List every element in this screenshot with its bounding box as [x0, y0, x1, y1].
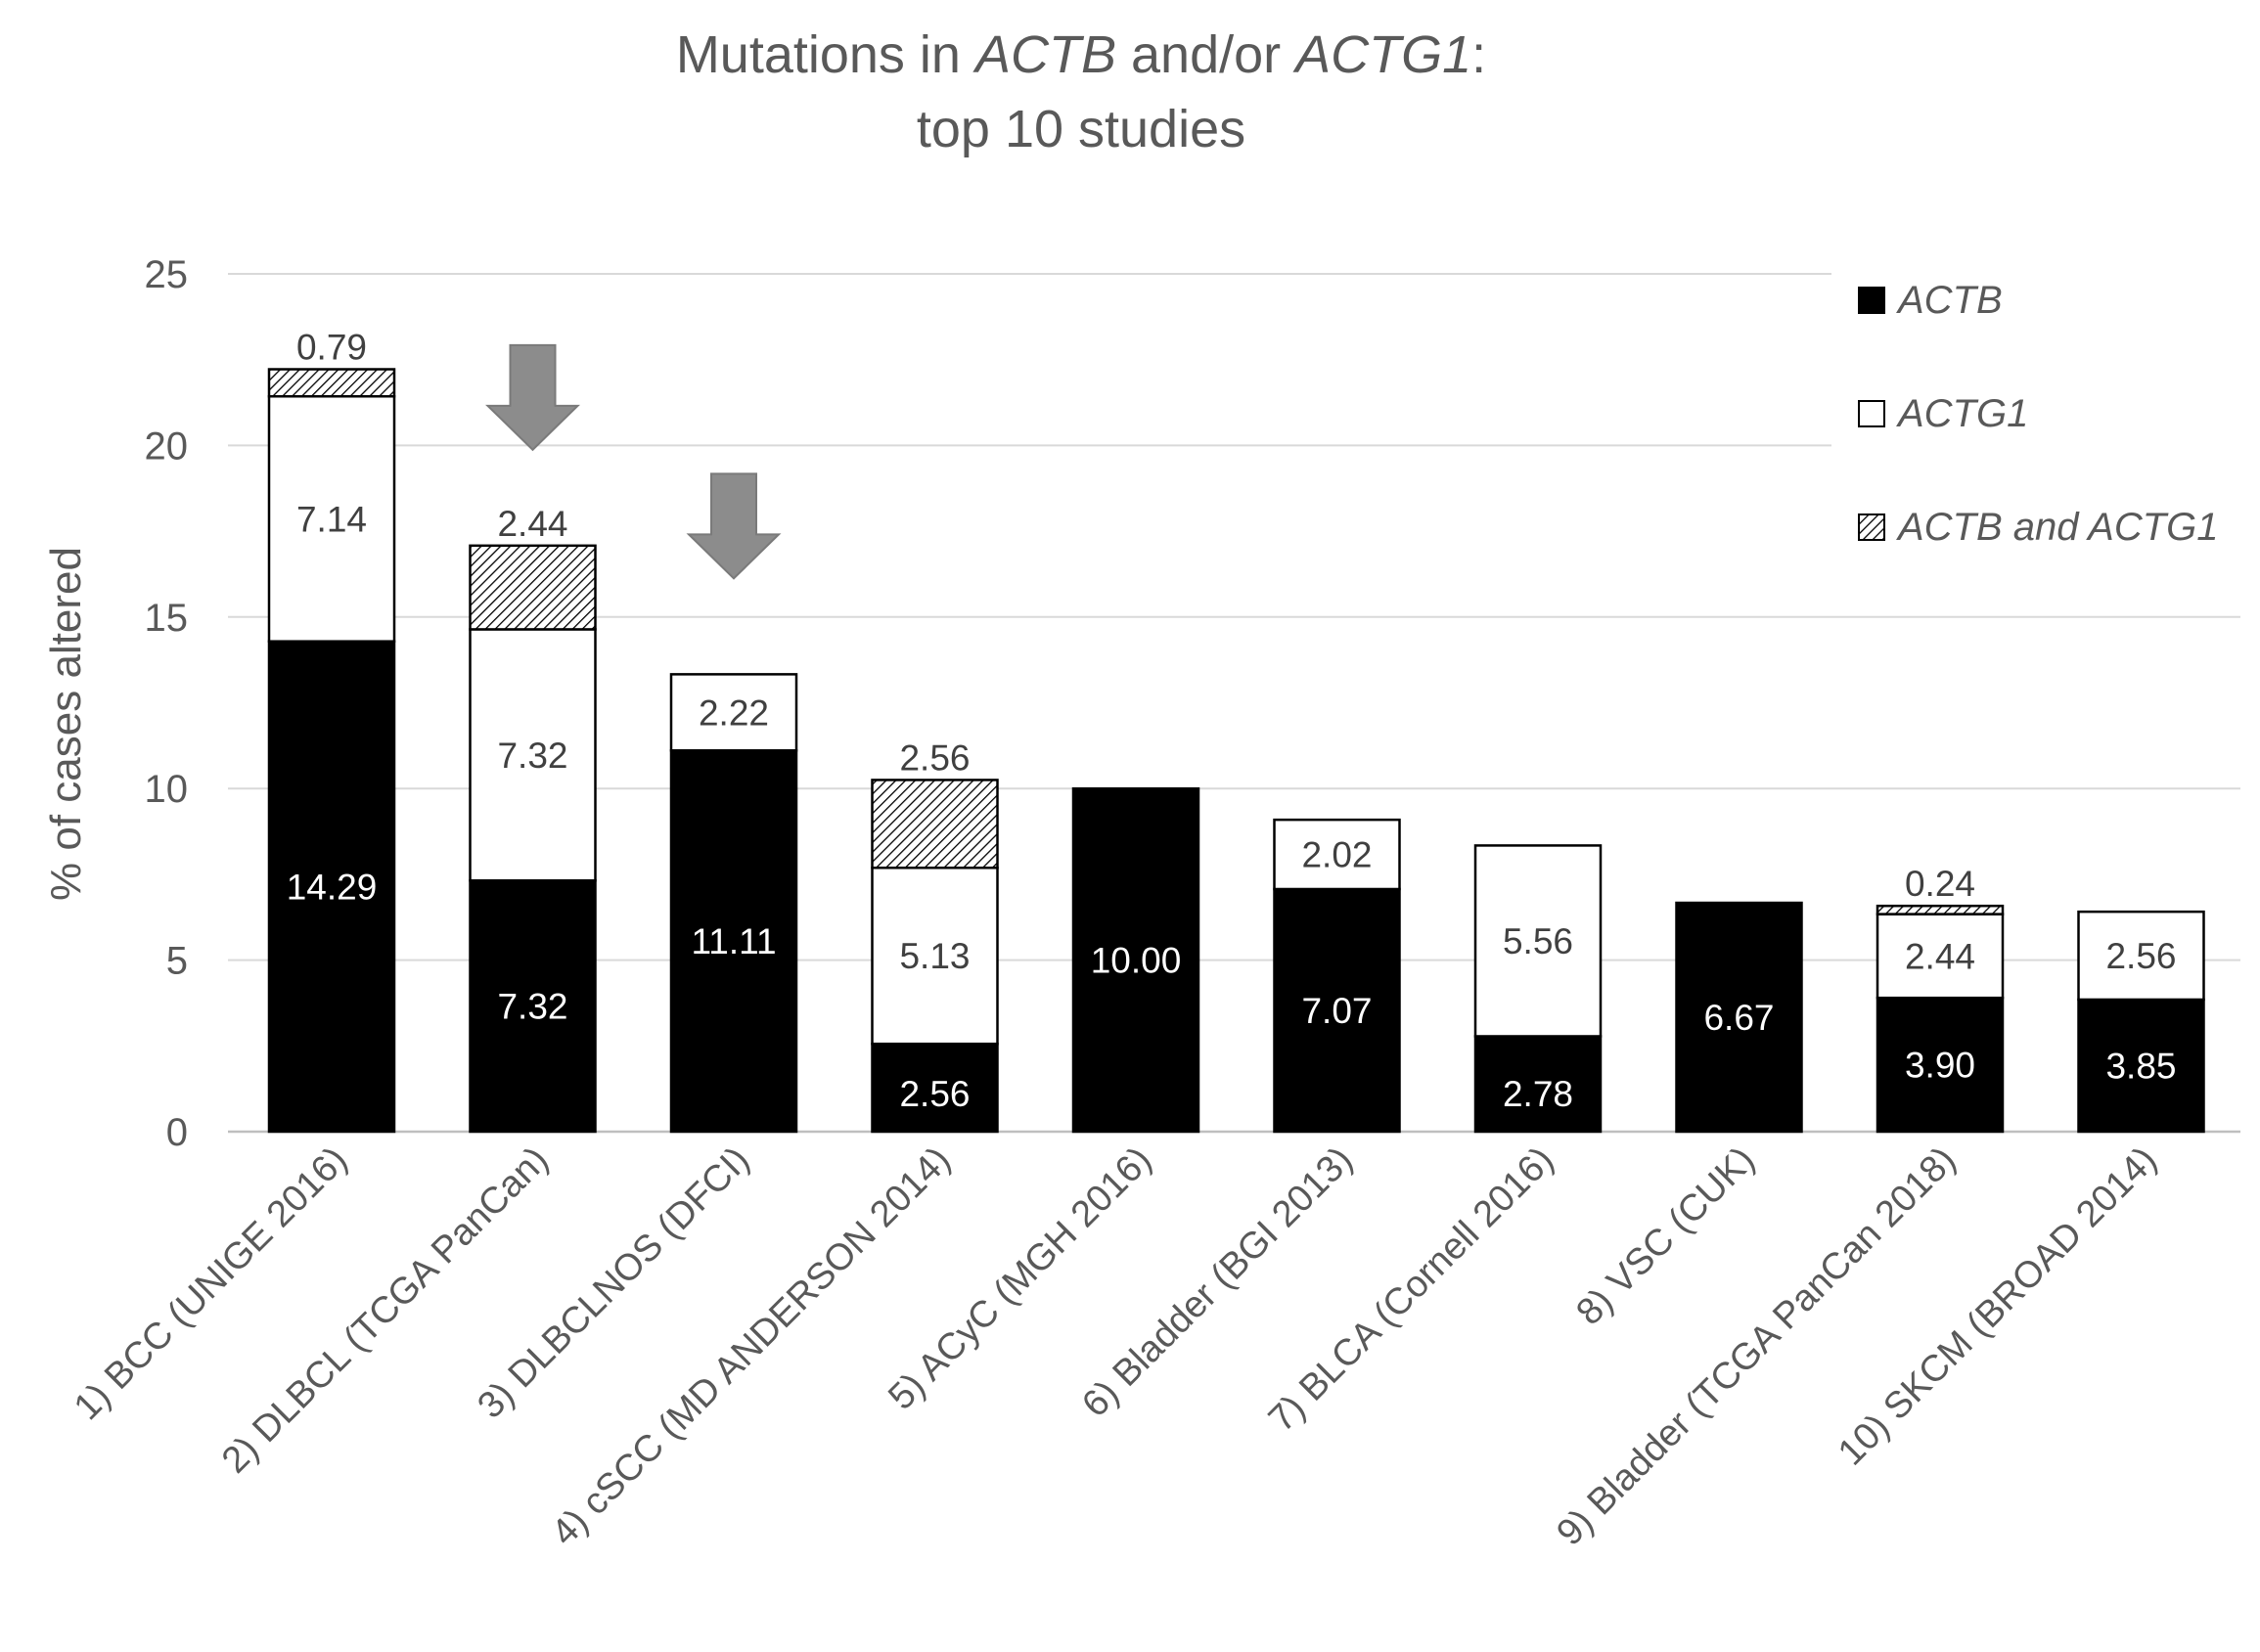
legend-swatch-actb	[1858, 287, 1885, 314]
legend: ACTB ACTG1 ACTB and ACTG1	[1858, 279, 2219, 549]
bars	[267, 368, 2205, 1134]
data-label-actg1: 2.56	[2105, 936, 2176, 976]
data-label-both: 2.56	[899, 737, 970, 778]
data-label-both: 0.24	[1905, 864, 1975, 904]
data-label-actb: 7.32	[497, 987, 567, 1027]
down-arrow	[485, 343, 580, 452]
bar-both	[469, 544, 597, 631]
data-label-actg1: 2.44	[1905, 936, 1975, 976]
x-tick-label: 8) VSC (CUK)	[1568, 1139, 1762, 1333]
data-label-both: 0.79	[296, 328, 367, 368]
bar-actg1	[1473, 844, 1603, 1038]
data-label-actb: 14.29	[287, 867, 378, 907]
data-label-actg1: 2.22	[699, 692, 769, 733]
data-label-both: 2.44	[497, 504, 567, 544]
legend-label-actb: ACTB	[1896, 279, 2003, 322]
legend-swatch-both	[1858, 513, 1885, 541]
data-label-actb: 3.90	[1905, 1046, 1975, 1086]
y-tick-label: 5	[166, 940, 188, 983]
y-tick-label: 10	[145, 768, 189, 811]
legend-label-actg1: ACTG1	[1896, 392, 2028, 435]
data-labels: 14.29 7.14 0.79 7.32 7.32 2.44 11.11 2.22 2.56 5.…	[287, 328, 2177, 1114]
y-tick-label: 0	[166, 1111, 188, 1154]
bar-actb	[1273, 887, 1401, 1134]
bar-actb	[1071, 786, 1200, 1134]
bar-actb	[669, 749, 798, 1134]
down-arrow	[686, 472, 782, 580]
data-label-actb: 2.78	[1503, 1074, 1573, 1114]
bar-actg1	[267, 394, 396, 643]
y-tick-label: 25	[145, 253, 189, 296]
y-axis-title: % of cases altered	[42, 547, 90, 901]
data-label-actb: 2.56	[899, 1074, 970, 1114]
data-label-actg1: 7.32	[497, 736, 567, 776]
data-label-actg1: 2.02	[1301, 835, 1372, 875]
bar-actg1	[669, 673, 798, 752]
x-tick-label: 4) cSCC (MD ANDERSON 2014)	[544, 1139, 959, 1554]
data-label-actg1: 5.56	[1503, 921, 1573, 961]
x-tick-label: 9) Bladder (TCGA PanCan 2018)	[1549, 1139, 1964, 1554]
bar-both	[267, 368, 396, 398]
data-label-actb: 10.00	[1091, 941, 1182, 981]
bar-actb	[2077, 998, 2205, 1134]
data-label-actb: 6.67	[1703, 998, 1774, 1038]
bar-actg1	[1876, 913, 2005, 1000]
y-tick-label: 15	[145, 597, 189, 640]
bar-actg1	[871, 866, 999, 1046]
bar-actg1	[469, 628, 597, 882]
annotations	[485, 343, 782, 580]
chart-title-line1: Mutations in ACTB and/or ACTG1:	[676, 25, 1486, 84]
data-label-actg1: 7.14	[296, 499, 367, 539]
bar-actg1	[2077, 910, 2205, 1002]
y-tick-label: 20	[145, 424, 189, 468]
data-label-actb: 11.11	[691, 921, 776, 961]
bar-both	[871, 779, 999, 870]
bar-actb	[1675, 901, 1803, 1134]
data-label-actb: 3.85	[2105, 1046, 2176, 1086]
data-label-actg1: 5.13	[899, 936, 970, 976]
bar-actb	[267, 640, 396, 1134]
bar-both	[1876, 904, 2005, 915]
x-tick-label: 2) DLBCL (TCGA PanCan)	[214, 1139, 557, 1482]
legend-swatch-actg1	[1858, 400, 1885, 427]
legend-label-both: ACTB and ACTG1	[1896, 506, 2219, 549]
chart-title-line2: top 10 studies	[917, 100, 1245, 158]
x-tick-label: 10) SKCM (BROAD 2014)	[1831, 1139, 2165, 1474]
x-axis-ticks: 1) BCC (UNIGE 2016)2) DLBCL (TCGA PanCan…	[67, 1139, 2165, 1554]
bar-actb	[1473, 1035, 1603, 1134]
y-axis-ticks: 0 5 10 15 20 25	[145, 253, 189, 1154]
bar-actg1	[1273, 818, 1401, 891]
data-label-actb: 7.07	[1301, 991, 1372, 1031]
